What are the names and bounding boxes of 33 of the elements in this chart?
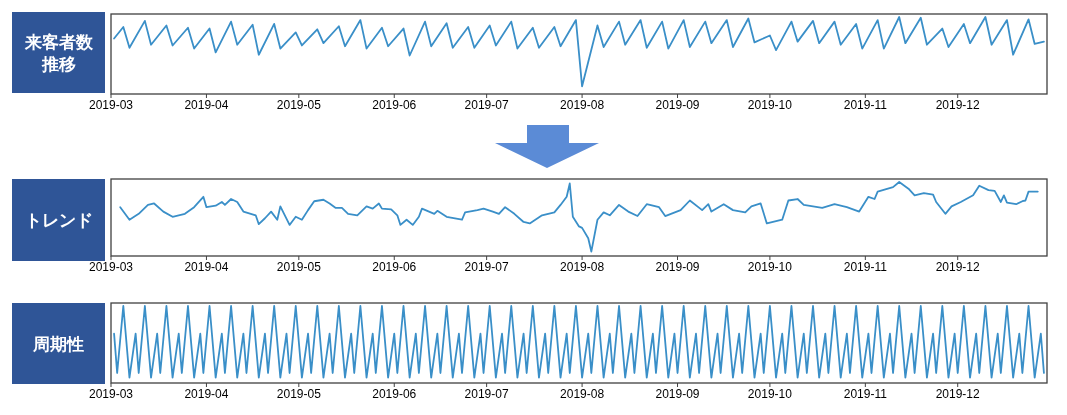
x-tick-label: 2019-08 [560, 387, 605, 401]
x-tick-label: 2019-05 [276, 260, 322, 274]
x-tick-label: 2019-03 [88, 98, 134, 112]
x-tick-label: 2019-09 [655, 260, 700, 274]
x-tick-label: 2019-06 [372, 260, 417, 274]
x-tick-label: 2019-10 [747, 260, 793, 274]
x-tick-label: 2019-04 [184, 260, 229, 274]
x-tick-label: 2019-11 [843, 387, 888, 401]
x-tick-label: 2019-03 [88, 387, 134, 401]
x-tick-label: 2019-06 [372, 98, 417, 112]
text: 周期性 [12, 303, 105, 384]
x-tick-label: 2019-07 [464, 387, 509, 401]
x-tick-label: 2019-04 [184, 98, 229, 112]
x-tick-label: 2019-05 [276, 387, 322, 401]
x-tick-label: 2019-06 [372, 387, 417, 401]
x-tick-label: 2019-05 [276, 98, 322, 112]
x-tick-label: 2019-08 [560, 260, 605, 274]
x-tick-label: 2019-07 [464, 260, 509, 274]
x-tick-label: 2019-03 [88, 260, 134, 274]
x-tick-label: 2019-07 [464, 98, 509, 112]
text: トレンド [12, 179, 105, 261]
x-tick-label: 2019-10 [747, 387, 793, 401]
x-tick-label: 2019-12 [935, 98, 981, 112]
x-tick-label: 2019-09 [655, 98, 700, 112]
x-tick-label: 2019-11 [843, 98, 888, 112]
x-tick-label: 2019-12 [935, 260, 981, 274]
x-tick-label: 2019-09 [655, 387, 700, 401]
x-tick-label: 2019-12 [935, 387, 981, 401]
x-tick-label: 2019-04 [184, 387, 229, 401]
text: 来客者数推移 [12, 12, 105, 93]
x-tick-label: 2019-11 [843, 260, 888, 274]
x-tick-label: 2019-08 [560, 98, 605, 112]
x-tick-label: 2019-10 [747, 98, 793, 112]
